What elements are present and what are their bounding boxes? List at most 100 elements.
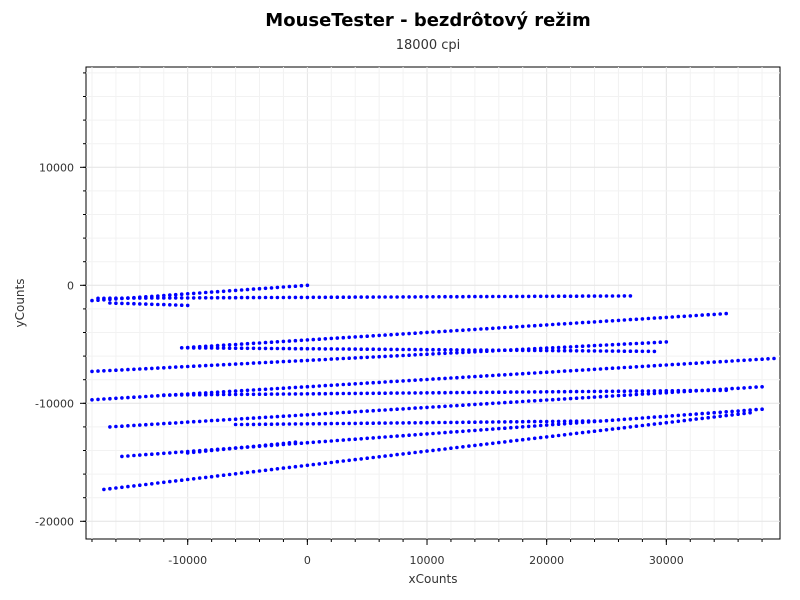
data-point	[371, 355, 376, 359]
data-point	[221, 295, 226, 300]
data-point	[628, 342, 633, 346]
data-point	[497, 420, 501, 424]
data-point	[604, 319, 609, 323]
data-point	[275, 386, 280, 391]
data-point	[467, 294, 471, 299]
data-point	[120, 368, 124, 372]
data-point	[209, 363, 214, 368]
data-point	[479, 428, 483, 432]
data-point	[179, 393, 184, 397]
data-point	[108, 486, 112, 491]
data-point	[431, 295, 435, 299]
data-point	[538, 419, 543, 424]
data-point	[132, 423, 136, 428]
data-point	[251, 416, 256, 420]
data-point	[473, 327, 477, 332]
data-point	[281, 339, 286, 344]
data-point	[515, 400, 519, 404]
data-point	[311, 347, 316, 351]
data-point	[616, 294, 621, 298]
data-point	[586, 344, 591, 348]
data-point	[353, 421, 358, 426]
data-point	[132, 301, 136, 306]
data-point	[640, 341, 645, 346]
data-point	[371, 380, 376, 385]
data-point	[269, 392, 274, 396]
data-point	[509, 294, 513, 299]
data-point	[419, 295, 423, 299]
data-point	[377, 421, 382, 425]
data-point	[616, 389, 621, 394]
data-point	[544, 323, 549, 327]
data-point	[610, 389, 615, 394]
data-point	[467, 403, 471, 407]
data-point	[347, 391, 352, 396]
data-point	[628, 365, 633, 370]
data-point	[586, 389, 591, 394]
data-point	[173, 365, 178, 369]
data-point	[395, 354, 399, 358]
data-point	[335, 391, 340, 396]
data-point	[503, 390, 507, 395]
data-point	[586, 349, 591, 353]
data-point	[503, 420, 507, 424]
data-point	[461, 350, 465, 355]
data-point	[497, 426, 501, 431]
x-tick-label: 0	[304, 554, 311, 567]
data-point	[221, 392, 226, 397]
data-point	[150, 302, 154, 307]
data-point	[676, 419, 681, 424]
data-point	[377, 295, 382, 299]
data-point	[377, 435, 382, 440]
data-point	[185, 364, 190, 369]
data-point	[287, 441, 292, 445]
data-point	[329, 391, 334, 396]
data-point	[772, 356, 776, 361]
data-point	[592, 294, 597, 298]
data-point	[287, 465, 292, 470]
data-point	[437, 420, 441, 425]
data-point	[263, 387, 268, 392]
data-point	[359, 421, 364, 426]
data-point	[437, 295, 441, 299]
data-point	[168, 365, 172, 370]
data-point	[299, 422, 304, 426]
data-point	[239, 392, 244, 397]
data-point	[150, 394, 154, 398]
data-point	[371, 295, 376, 299]
data-point	[203, 346, 208, 350]
data-point	[132, 296, 136, 300]
data-point	[329, 347, 334, 351]
data-point	[138, 395, 142, 399]
data-point	[281, 359, 286, 364]
data-point	[335, 411, 340, 415]
data-point	[132, 395, 136, 400]
data-point	[550, 294, 555, 299]
data-point	[168, 303, 172, 307]
data-point	[742, 411, 746, 416]
data-point	[598, 419, 603, 423]
data-point	[443, 348, 447, 352]
data-point	[407, 353, 411, 358]
data-point	[293, 440, 298, 445]
data-point	[138, 367, 142, 371]
data-point	[544, 346, 549, 350]
data-point	[497, 348, 501, 353]
data-point	[634, 424, 639, 429]
data-point	[532, 371, 537, 375]
data-point	[401, 332, 405, 336]
data-point	[293, 413, 298, 418]
data-point	[706, 388, 710, 393]
data-point	[323, 411, 328, 416]
data-point	[503, 294, 507, 299]
data-point	[245, 416, 250, 421]
data-point	[503, 348, 507, 353]
data-point	[168, 451, 172, 455]
data-point	[598, 343, 603, 348]
data-point	[676, 314, 681, 319]
data-point	[544, 419, 549, 424]
data-point	[443, 376, 447, 381]
data-point	[682, 362, 687, 366]
data-point	[251, 341, 256, 346]
data-point	[509, 420, 513, 424]
